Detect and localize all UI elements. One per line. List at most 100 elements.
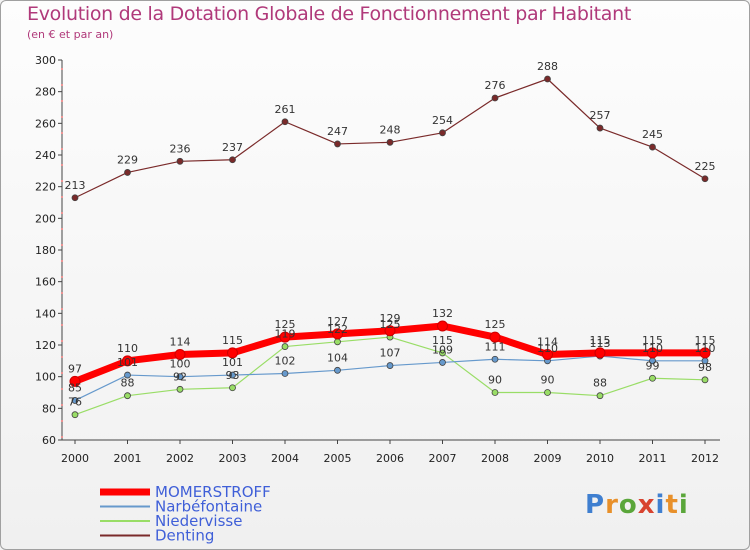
data-point <box>701 175 709 183</box>
logo-letter: P <box>585 490 606 520</box>
data-point <box>491 389 499 396</box>
data-label: 261 <box>275 103 296 116</box>
y-tick-label: 100 <box>35 371 56 384</box>
data-label: 110 <box>695 342 716 355</box>
series-denting <box>71 75 709 202</box>
data-label: 88 <box>121 377 135 390</box>
y-tick-label: 220 <box>35 181 56 194</box>
data-label: 115 <box>432 334 453 347</box>
x-tick-label: 2005 <box>324 452 352 465</box>
y-tick-label: 280 <box>35 86 56 99</box>
data-point <box>229 156 236 164</box>
proxiti-logo: Proxiti <box>585 490 689 520</box>
data-label: 113 <box>590 337 611 350</box>
data-label: 247 <box>327 125 348 138</box>
x-tick-label: 2011 <box>639 452 667 465</box>
axes: 60 80 100 120 140 160 180 200 220 240 260 280 300 200… <box>35 54 720 465</box>
series-line <box>74 78 706 199</box>
data-label: 85 <box>68 381 82 394</box>
data-label: 115 <box>695 334 716 347</box>
logo-letter: o <box>618 490 638 520</box>
data-point <box>334 140 341 148</box>
data-label: 125 <box>485 318 506 331</box>
data-point <box>437 320 448 332</box>
x-tick-label: 2002 <box>166 452 194 465</box>
data-point <box>489 331 501 343</box>
data-label: 213 <box>65 179 86 192</box>
data-point <box>334 366 341 374</box>
legend-label: Narbéfontaine <box>155 498 262 516</box>
data-label: 122 <box>327 323 348 336</box>
data-label: 102 <box>275 355 296 368</box>
data-label: 111 <box>485 340 506 353</box>
data-label: 90 <box>488 374 502 387</box>
data-point <box>649 374 656 382</box>
data-label: 97 <box>68 362 82 375</box>
data-point <box>699 347 711 359</box>
y-tick-label: 240 <box>35 149 56 162</box>
legend-label: MOMERSTROFF <box>155 483 271 501</box>
data-label: 125 <box>275 318 296 331</box>
x-tick-label: 2000 <box>61 452 89 465</box>
series-niedervisse <box>71 333 709 419</box>
data-point <box>176 385 184 393</box>
data-point <box>124 371 131 379</box>
data-point <box>384 325 396 337</box>
data-label: 248 <box>380 123 401 136</box>
y-tick-label: 260 <box>35 117 56 130</box>
y-tick-label: 140 <box>35 307 56 320</box>
data-label: 132 <box>432 307 453 320</box>
data-label: 90 <box>541 374 555 387</box>
logo-letter: t <box>665 490 679 520</box>
data-point <box>227 347 238 359</box>
series-momerstroff <box>69 320 711 387</box>
data-point <box>701 376 709 384</box>
data-point <box>439 129 446 137</box>
logo-letter: i <box>678 490 689 520</box>
chart-subtitle: (en € et par an) <box>27 28 114 41</box>
data-point <box>544 75 551 83</box>
data-point <box>386 362 394 369</box>
y-tick-label: 120 <box>35 339 56 352</box>
data-point <box>649 143 656 151</box>
data-label: 92 <box>173 370 187 383</box>
y-tick-label: 300 <box>35 54 56 67</box>
data-label: 245 <box>642 128 663 141</box>
data-point <box>542 349 553 360</box>
data-label: 237 <box>222 141 243 154</box>
data-label: 100 <box>170 358 191 371</box>
data-label: 119 <box>275 328 296 341</box>
data-label: 129 <box>380 312 401 325</box>
data-label: 107 <box>380 347 401 360</box>
data-label: 225 <box>695 160 716 173</box>
x-tick-label: 2003 <box>219 452 247 465</box>
data-point <box>491 94 499 102</box>
data-label: 276 <box>485 79 506 92</box>
data-point <box>174 349 186 360</box>
data-label: 104 <box>327 351 348 364</box>
data-label: 110 <box>117 342 138 355</box>
x-tick-label: 2007 <box>429 452 457 465</box>
data-point <box>334 338 341 346</box>
data-label: 110 <box>537 342 558 355</box>
data-point <box>279 331 291 343</box>
data-label: 98 <box>698 361 712 374</box>
y-tick-label: 60 <box>42 434 56 447</box>
data-point <box>647 347 658 359</box>
data-point <box>439 359 446 366</box>
y-tick-label: 180 <box>35 244 56 257</box>
data-label: 88 <box>593 377 607 390</box>
data-label: 115 <box>642 334 663 347</box>
data-label: 229 <box>117 153 138 166</box>
data-label: 254 <box>432 114 453 127</box>
data-point <box>594 347 606 359</box>
x-tick-label: 2004 <box>271 452 299 465</box>
data-point <box>124 392 131 400</box>
x-tick-label: 2009 <box>534 452 562 465</box>
y-tick-label: 160 <box>35 276 56 289</box>
series-narbefontaine <box>71 352 709 404</box>
x-tick-label: 2008 <box>481 452 509 465</box>
x-tick-label: 2012 <box>691 452 719 465</box>
data-point <box>596 124 604 132</box>
